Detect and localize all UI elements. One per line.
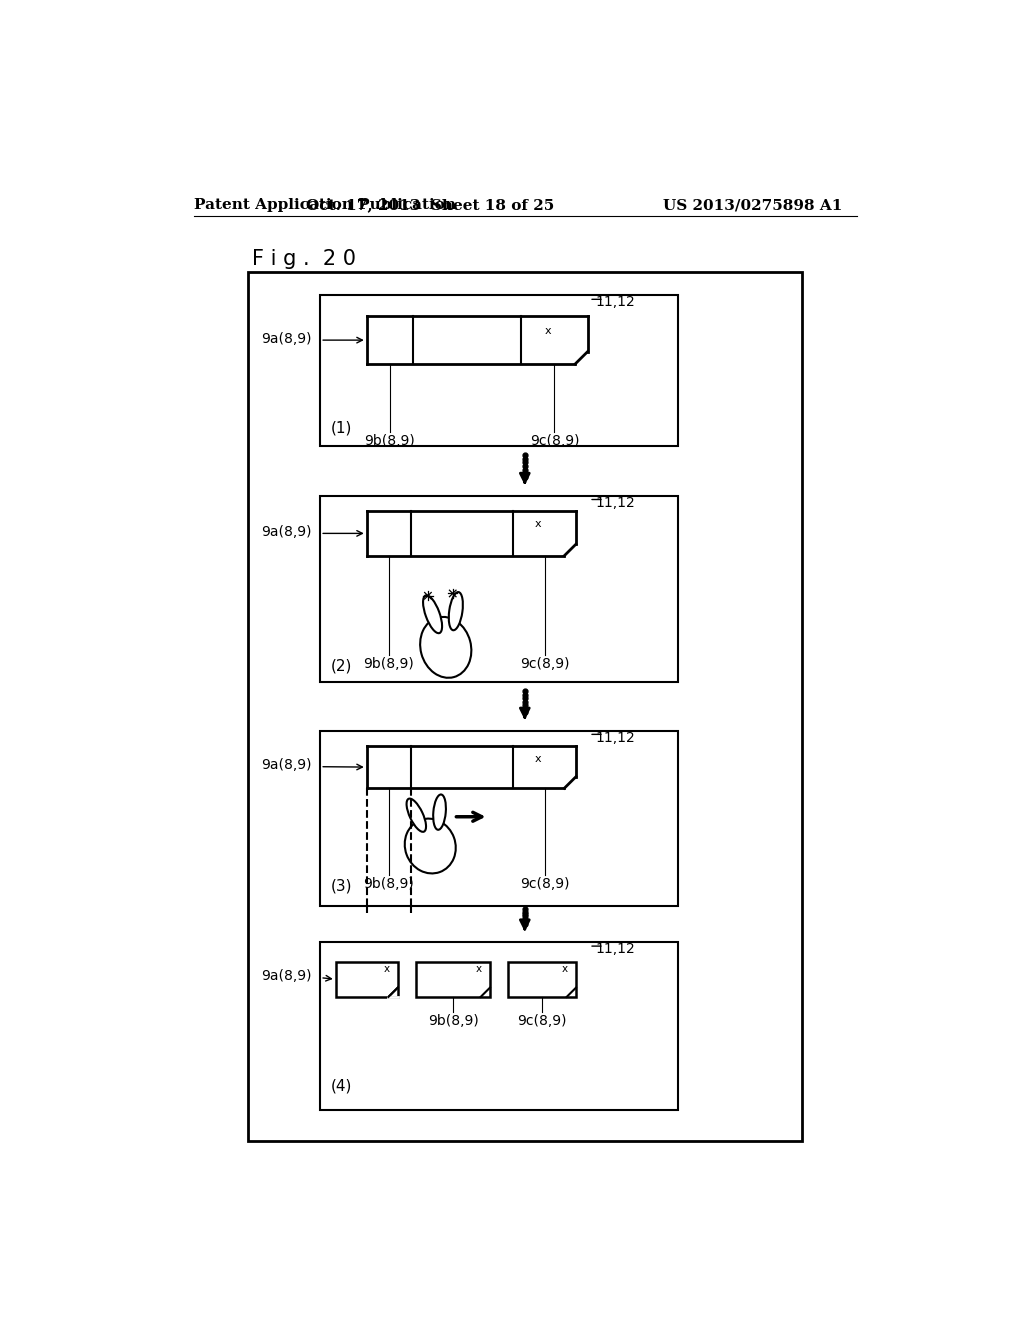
Ellipse shape xyxy=(433,795,445,830)
Text: (4): (4) xyxy=(331,1078,352,1093)
Bar xyxy=(508,961,575,997)
Text: F i g .  2 0: F i g . 2 0 xyxy=(252,249,356,269)
Text: 11,12: 11,12 xyxy=(595,296,635,309)
Text: 9b(8,9): 9b(8,9) xyxy=(364,657,414,672)
Text: 11,12: 11,12 xyxy=(595,730,635,744)
Text: 11,12: 11,12 xyxy=(595,496,635,510)
Text: 11,12: 11,12 xyxy=(595,942,635,956)
Bar xyxy=(248,272,802,1140)
Text: x: x xyxy=(545,326,551,335)
Text: (3): (3) xyxy=(331,878,352,894)
Ellipse shape xyxy=(404,818,456,874)
Text: x: x xyxy=(535,754,542,763)
Bar xyxy=(417,961,489,997)
Ellipse shape xyxy=(423,595,442,634)
Text: 9b(8,9): 9b(8,9) xyxy=(365,434,416,447)
Ellipse shape xyxy=(407,799,426,832)
Text: x: x xyxy=(562,964,568,974)
Text: 9a(8,9): 9a(8,9) xyxy=(261,331,311,346)
Text: (2): (2) xyxy=(331,659,352,675)
Text: x: x xyxy=(535,520,542,529)
Bar xyxy=(336,961,397,997)
Ellipse shape xyxy=(449,593,463,630)
Text: US 2013/0275898 A1: US 2013/0275898 A1 xyxy=(663,198,842,213)
Text: 9a(8,9): 9a(8,9) xyxy=(261,525,311,539)
Text: 9b(8,9): 9b(8,9) xyxy=(364,876,414,891)
Text: 9a(8,9): 9a(8,9) xyxy=(261,969,311,983)
Text: 9c(8,9): 9c(8,9) xyxy=(520,657,569,672)
Text: 9c(8,9): 9c(8,9) xyxy=(529,434,580,447)
Text: 9c(8,9): 9c(8,9) xyxy=(517,1014,566,1028)
Text: 9a(8,9): 9a(8,9) xyxy=(261,758,311,772)
Bar xyxy=(321,942,678,1110)
Text: Patent Application Publication: Patent Application Publication xyxy=(194,198,456,213)
Text: x: x xyxy=(384,964,390,974)
Bar xyxy=(321,496,678,682)
Text: 9c(8,9): 9c(8,9) xyxy=(520,876,569,891)
Text: 9b(8,9): 9b(8,9) xyxy=(428,1014,478,1028)
Bar xyxy=(321,730,678,906)
Text: x: x xyxy=(476,964,482,974)
Bar xyxy=(321,296,678,446)
Text: Oct. 17, 2013  Sheet 18 of 25: Oct. 17, 2013 Sheet 18 of 25 xyxy=(306,198,554,213)
Ellipse shape xyxy=(420,616,471,677)
Text: (1): (1) xyxy=(331,420,352,436)
